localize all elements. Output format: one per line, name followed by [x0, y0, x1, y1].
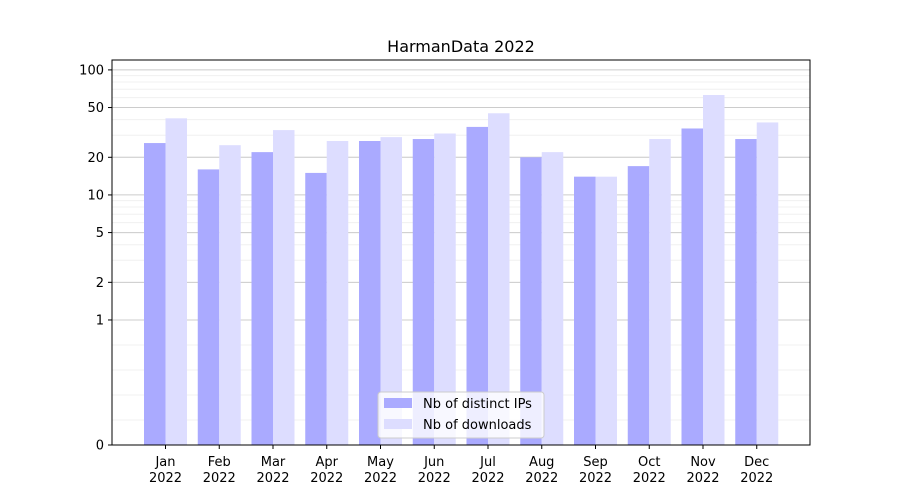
y-tick-label: 0 [96, 439, 104, 454]
x-tick-label: 2022 [364, 471, 397, 486]
bar-distinct-ips [197, 169, 220, 445]
x-tick-label: 2022 [203, 471, 236, 486]
legend-label-distinct-ips: Nb of distinct IPs [423, 397, 532, 412]
y-tick-label: 5 [96, 226, 104, 241]
bar-downloads [326, 140, 349, 445]
x-tick-label: 2022 [525, 471, 558, 486]
bar-downloads [165, 118, 187, 445]
x-tick-label: Dec [744, 455, 769, 470]
bar-downloads [649, 139, 671, 445]
legend-swatch-downloads [384, 419, 412, 429]
bar-downloads [219, 145, 241, 445]
bar-distinct-ips [466, 126, 488, 446]
bar-distinct-ips [412, 139, 435, 445]
x-tick-label: Sep [583, 455, 608, 470]
y-tick-label: 100 [79, 63, 104, 78]
bar-distinct-ips [735, 139, 757, 445]
bar-distinct-ips [305, 172, 327, 445]
bar-distinct-ips [144, 143, 166, 445]
x-tick-label: May [367, 455, 394, 470]
x-tick-label: 2022 [579, 471, 612, 486]
bar-distinct-ips [359, 140, 381, 445]
chart-title: HarmanData 2022 [387, 37, 535, 56]
y-tick-label: 1 [96, 313, 104, 328]
legend: Nb of distinct IPs Nb of downloads [377, 391, 545, 439]
y-tick-label: 20 [87, 151, 104, 166]
bar-distinct-ips [574, 176, 596, 445]
y-tick-label: 50 [87, 101, 104, 116]
bar-downloads [756, 122, 779, 445]
bar-distinct-ips [681, 128, 703, 445]
x-tick-label: Oct [638, 455, 660, 470]
x-tick-label: 2022 [149, 471, 182, 486]
x-tick-label: Jan [154, 455, 175, 470]
x-tick-label: Apr [316, 455, 339, 470]
legend-label-downloads: Nb of downloads [423, 418, 532, 433]
x-tick-label: 2022 [633, 471, 666, 486]
x-tick-label: Feb [208, 455, 231, 470]
x-tick-label: Nov [690, 455, 716, 470]
legend-swatch-distinct-ips [384, 398, 412, 408]
y-axis: 0 1 2 5 10 20 50 100 [79, 63, 112, 454]
x-tick-label: 2022 [418, 471, 451, 486]
x-tick-label: 2022 [686, 471, 719, 486]
bar-downloads [703, 94, 725, 446]
x-tick-label: Mar [261, 455, 286, 470]
bar-downloads [380, 137, 402, 445]
bar-downloads [488, 113, 510, 445]
bar-distinct-ips [627, 166, 650, 445]
x-tick-label: 2022 [471, 471, 504, 486]
x-tick-label: 2022 [256, 471, 289, 486]
bar-downloads [541, 152, 564, 445]
y-tick-label: 10 [87, 188, 104, 203]
x-tick-label: Jun [423, 455, 444, 470]
x-tick-label: Jul [479, 455, 496, 470]
bar-downloads [595, 176, 617, 445]
x-tick-label: 2022 [310, 471, 343, 486]
x-tick-label: 2022 [740, 471, 773, 486]
legend-box [377, 391, 545, 439]
x-tick-label: Aug [529, 455, 554, 470]
bars [144, 94, 779, 446]
bar-downloads [434, 133, 456, 445]
x-axis: Jan2022Feb2022Mar2022Apr2022May2022Jun20… [149, 445, 773, 486]
y-tick-label: 2 [96, 276, 104, 291]
bar-distinct-ips [520, 157, 542, 445]
bar-downloads [273, 130, 295, 445]
plot-frame [111, 59, 811, 446]
bar-distinct-ips [251, 152, 273, 445]
